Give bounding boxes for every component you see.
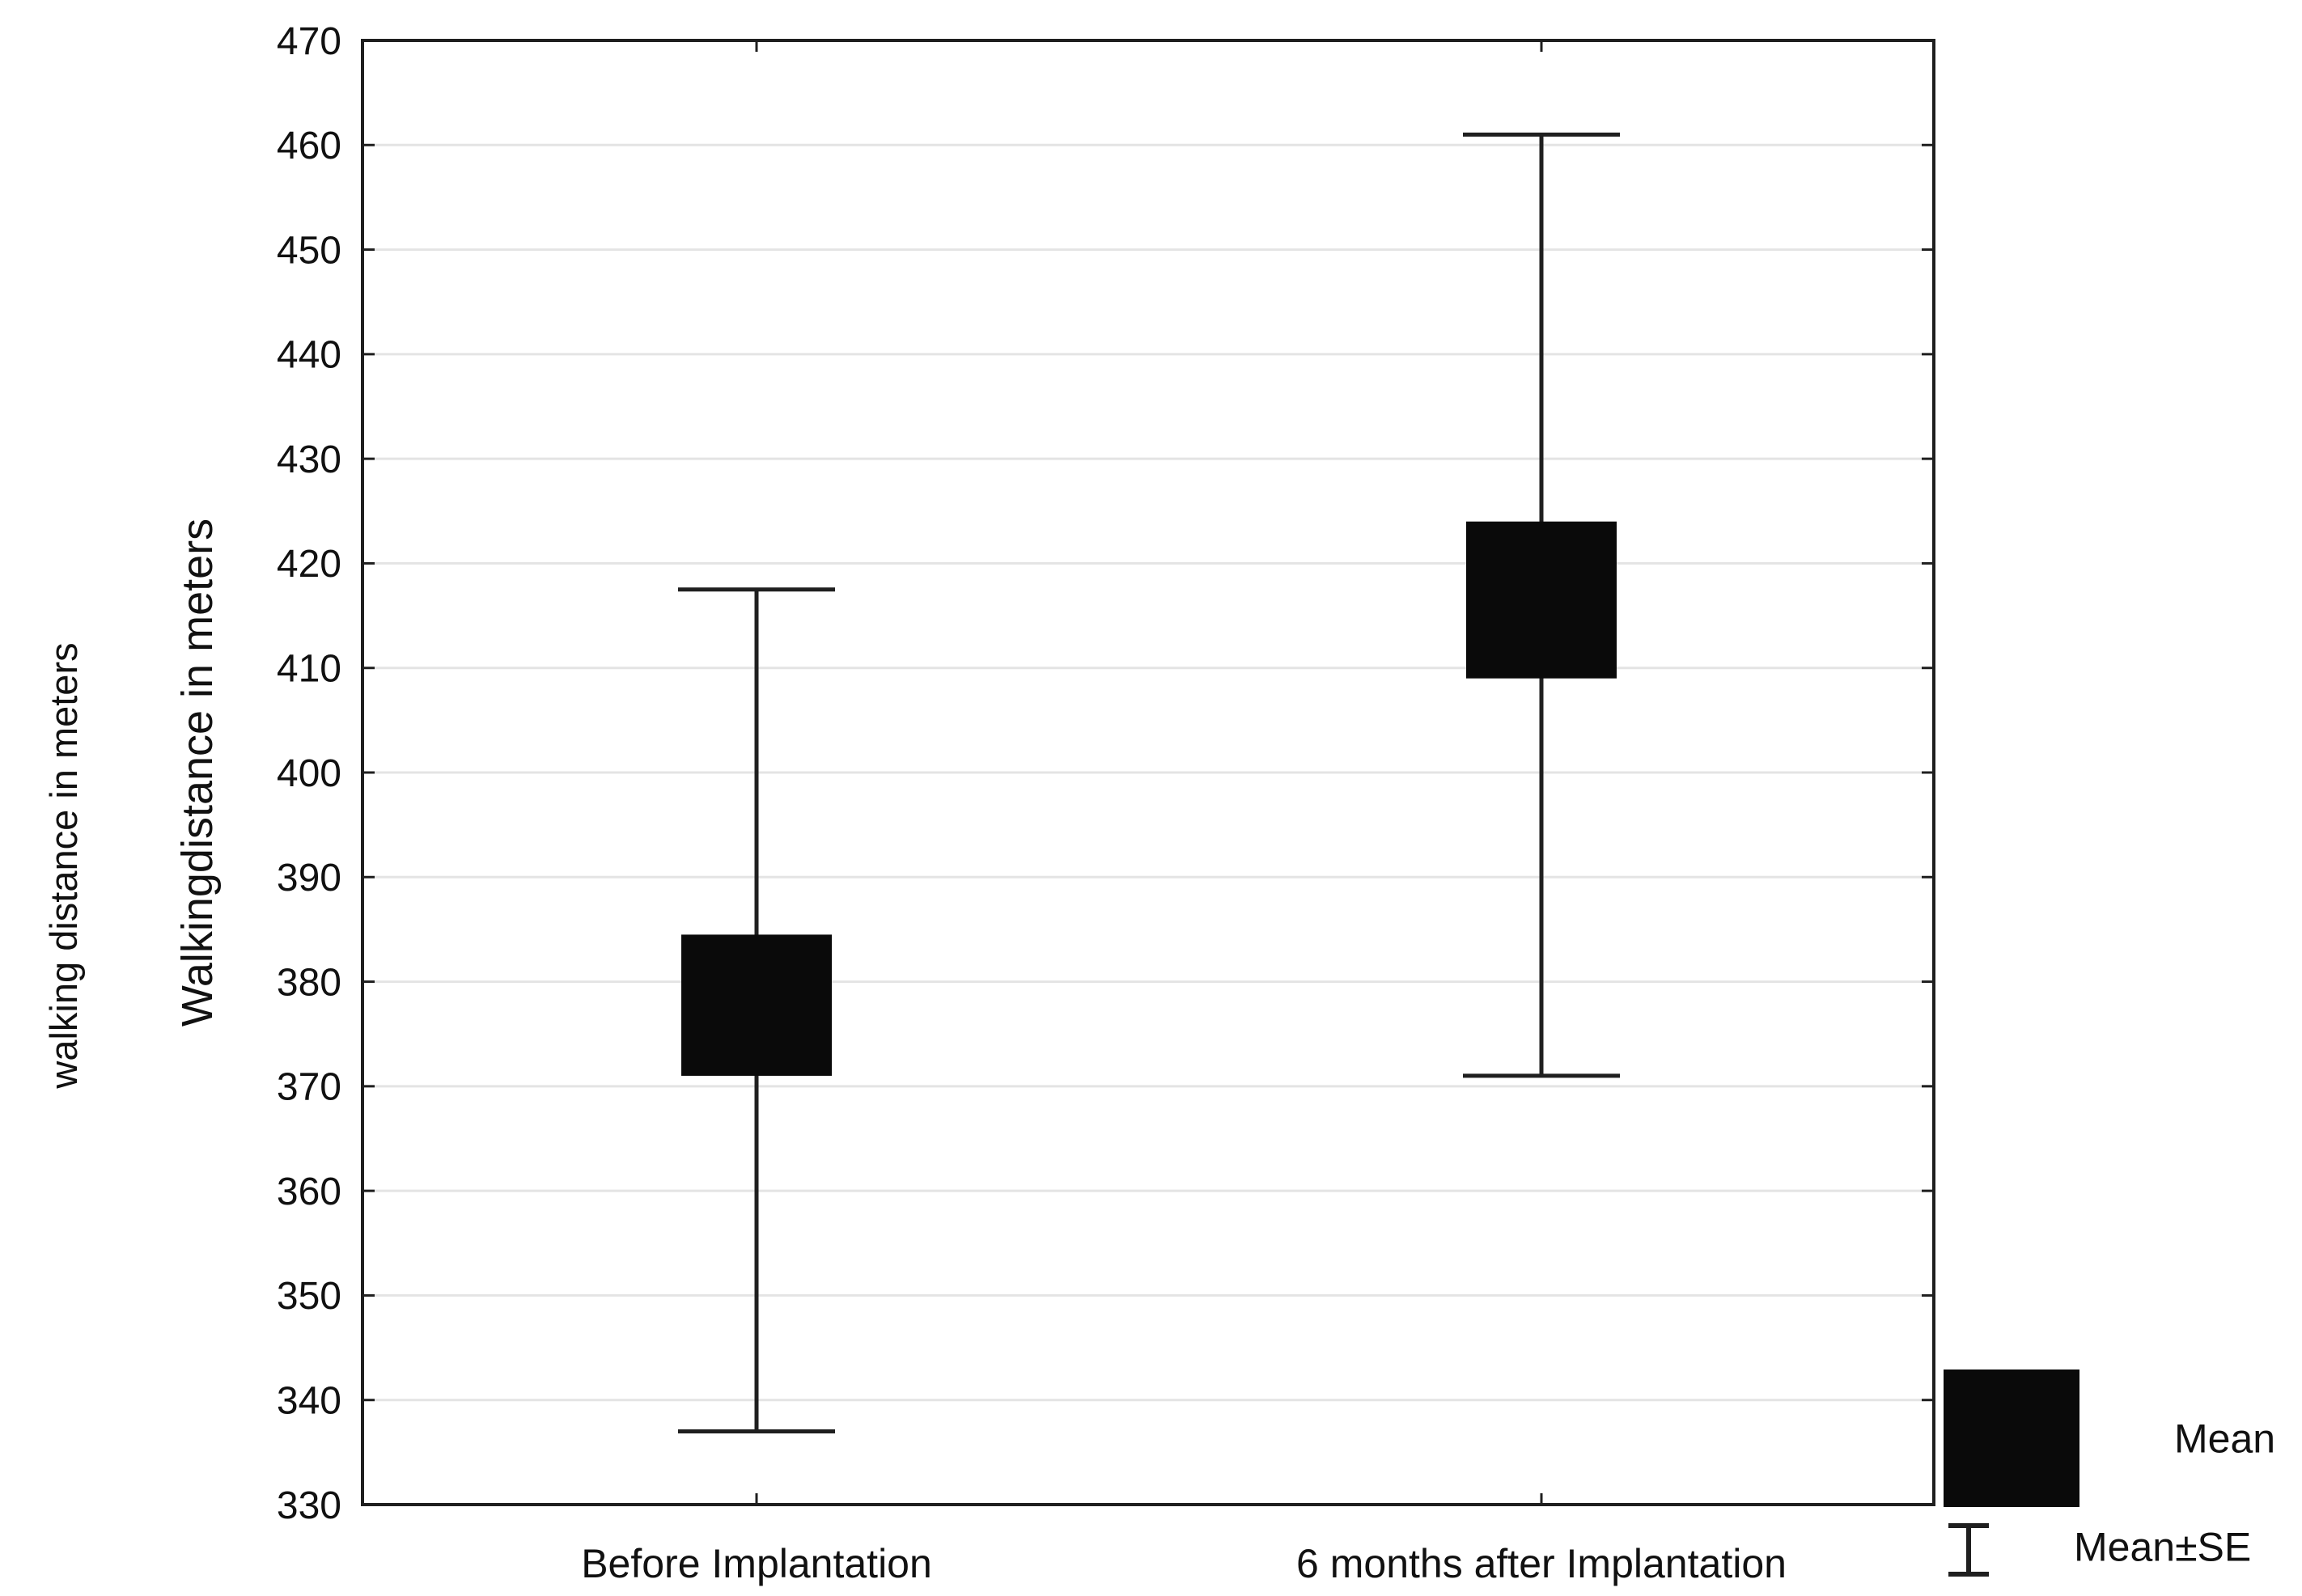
y-tick-label: 450 — [277, 229, 341, 272]
y-tick-label: 380 — [277, 961, 341, 1004]
legend-mean-se-label: Mean±SE — [2074, 1525, 2251, 1570]
y-tick-label: 430 — [277, 438, 341, 481]
legend-mean-swatch — [1944, 1370, 2079, 1507]
y-axis-title: Walkingdistance in meters — [173, 519, 222, 1027]
x-category-label: Before Implantation — [581, 1541, 932, 1586]
y-tick-label: 440 — [277, 334, 341, 377]
mean-se-box — [681, 934, 832, 1076]
y-tick-label: 350 — [277, 1275, 341, 1318]
y-tick-label: 370 — [277, 1066, 341, 1109]
y-tick-label: 400 — [277, 752, 341, 795]
y-axis-title-outer: walking distance in meters — [42, 642, 85, 1089]
y-tick-label: 390 — [277, 857, 341, 900]
y-tick-label: 460 — [277, 125, 341, 167]
y-tick-label: 360 — [277, 1171, 341, 1213]
y-tick-label: 340 — [277, 1380, 341, 1423]
y-tick-label: 470 — [277, 20, 341, 63]
y-tick-label: 330 — [277, 1484, 341, 1527]
legend-mean-label: Mean — [2174, 1416, 2275, 1462]
mean-se-box — [1466, 521, 1617, 679]
x-category-label: 6 months after Implantation — [1296, 1541, 1787, 1586]
y-tick-label: 420 — [277, 543, 341, 586]
y-tick-label: 410 — [277, 648, 341, 691]
